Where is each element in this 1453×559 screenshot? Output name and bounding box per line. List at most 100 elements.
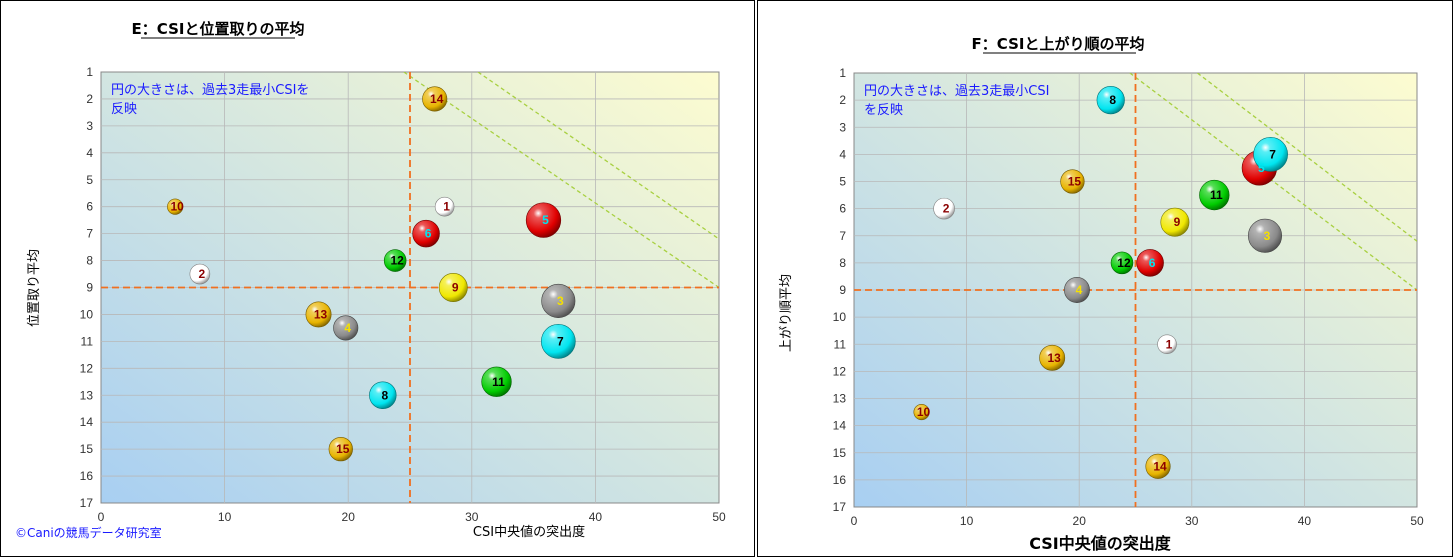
bubble-horse-8 <box>369 381 397 409</box>
bubble-horse-5 <box>525 202 562 238</box>
bubble-label-2: 2 <box>943 202 950 216</box>
bubble-horse-6 <box>1136 249 1164 277</box>
bubble-label-4: 4 <box>344 321 351 335</box>
bubble-label-9: 9 <box>452 281 459 295</box>
x-tick-label: 10 <box>960 514 974 528</box>
bubble-horse-3 <box>541 283 576 319</box>
bubble-label-13: 13 <box>314 307 328 321</box>
y-tick-label: 3 <box>839 120 846 134</box>
bubble-label-6: 6 <box>1149 256 1156 270</box>
y-tick-label: 1 <box>86 65 93 79</box>
bubble-horse-12 <box>383 249 407 272</box>
y-tick-label: 11 <box>81 334 94 348</box>
bubble-horse-9 <box>1160 207 1190 237</box>
y-tick-label: 14 <box>80 415 94 429</box>
chart-e-svg: E：CSIと位置取りの平均 CSI中央値の突出度 位置取り平均 ©Caniの競馬… <box>15 20 726 540</box>
bubble-horse-4 <box>1063 277 1090 303</box>
size-note-text: 円の大きさは、過去3走最小CSI <box>864 84 1049 99</box>
y-tick-label: 13 <box>80 388 94 402</box>
bubble-horse-15 <box>1060 169 1085 194</box>
chart-e-ylabel: 位置取り平均 <box>27 249 42 327</box>
bubble-label-14: 14 <box>430 92 444 106</box>
y-tick-label: 5 <box>86 173 93 187</box>
bubble-horse-11 <box>481 366 512 397</box>
diagonal-guide-line <box>403 72 719 289</box>
y-tick-label: 1 <box>839 66 846 80</box>
x-tick-label: 30 <box>1185 514 1199 528</box>
chart-panel-f: F：CSIと上がり順の平均 CSI中央値の突出度 上がり順平均 0 10 20 30 4… <box>757 0 1453 557</box>
bubble-horse-4 <box>333 315 359 341</box>
y-tick-label: 14 <box>833 419 847 433</box>
bubble-label-7: 7 <box>1269 147 1276 161</box>
y-tick-label: 12 <box>80 361 94 375</box>
bubble-horse-14 <box>422 86 448 112</box>
bubble-label-14: 14 <box>1153 459 1167 473</box>
bubble-horse-2 <box>189 263 211 285</box>
bubble-label-11: 11 <box>492 375 505 389</box>
bubble-label-10: 10 <box>917 405 931 419</box>
bubble-horse-15 <box>328 436 353 462</box>
y-tick-label: 4 <box>839 147 846 161</box>
bubble-label-11: 11 <box>1210 188 1223 202</box>
chart-e-xlabel: CSI中央値の突出度 <box>473 524 585 540</box>
bubble-horse-7 <box>540 324 576 359</box>
bubble-horse-3 <box>1247 218 1283 253</box>
y-tick-label: 2 <box>839 93 846 107</box>
size-note-text: 反映 <box>111 102 137 117</box>
bubble-label-3: 3 <box>1264 229 1271 243</box>
y-tick-label: 9 <box>86 281 93 295</box>
chart-f-title: F：CSIと上がり順の平均 <box>972 35 1145 53</box>
bubble-label-13: 13 <box>1047 351 1061 365</box>
y-tick-label: 16 <box>833 473 847 487</box>
chart-e-title: E：CSIと位置取りの平均 <box>132 20 305 38</box>
chart-f-ylabel: 上がり順平均 <box>779 274 794 352</box>
x-tick-label: 0 <box>98 510 105 524</box>
bubble-label-1: 1 <box>1166 337 1173 351</box>
y-tick-label: 13 <box>833 392 847 406</box>
bubble-horse-7 <box>1253 137 1288 172</box>
y-tick-label: 6 <box>86 200 93 214</box>
bubble-label-15: 15 <box>336 442 350 456</box>
bubble-label-2: 2 <box>199 267 206 281</box>
x-tick-label: 40 <box>1298 514 1312 528</box>
x-tick-label: 20 <box>342 510 356 524</box>
bubble-label-5: 5 <box>1258 161 1265 175</box>
bubble-horse-2 <box>933 197 955 220</box>
y-tick-label: 15 <box>80 442 94 456</box>
bubble-label-12: 12 <box>1117 256 1131 270</box>
bubble-label-12: 12 <box>390 254 404 268</box>
y-tick-label: 16 <box>80 469 94 483</box>
y-tick-label: 10 <box>833 310 847 324</box>
bubble-label-9: 9 <box>1174 215 1181 229</box>
chart-f-svg: F：CSIと上がり順の平均 CSI中央値の突出度 上がり順平均 0 10 20 30 4… <box>779 35 1424 553</box>
bubble-label-3: 3 <box>557 294 564 308</box>
chart-panel-e: E：CSIと位置取りの平均 CSI中央値の突出度 位置取り平均 ©Caniの競馬… <box>0 0 755 557</box>
y-tick-label: 11 <box>834 337 847 351</box>
y-tick-label: 15 <box>833 446 847 460</box>
y-tick-label: 4 <box>86 146 93 160</box>
bubble-label-8: 8 <box>1109 93 1116 107</box>
y-tick-label: 17 <box>80 496 94 510</box>
bubble-label-8: 8 <box>381 388 388 402</box>
y-tick-label: 12 <box>833 364 847 378</box>
y-tick-label: 7 <box>839 229 846 243</box>
bubble-horse-1 <box>434 196 455 217</box>
bubble-horse-14 <box>1145 453 1171 479</box>
y-tick-label: 9 <box>839 283 846 297</box>
bubble-label-6: 6 <box>425 227 432 241</box>
bubble-label-4: 4 <box>1076 283 1083 297</box>
size-note-text: を反映 <box>864 103 903 118</box>
bubble-horse-6 <box>412 219 440 248</box>
bubble-horse-13 <box>1039 344 1066 371</box>
bubble-horse-10 <box>167 198 184 215</box>
y-tick-label: 7 <box>86 227 93 241</box>
x-tick-label: 10 <box>218 510 232 524</box>
bubble-horse-10 <box>913 404 930 421</box>
bubble-horse-11 <box>1199 179 1230 211</box>
x-tick-label: 20 <box>1073 514 1087 528</box>
y-tick-label: 10 <box>80 307 94 321</box>
y-tick-label: 3 <box>86 119 93 133</box>
size-note-text: 円の大きさは、過去3走最小CSIを <box>111 83 309 98</box>
bubble-label-15: 15 <box>1068 175 1082 189</box>
y-tick-label: 2 <box>86 92 93 106</box>
